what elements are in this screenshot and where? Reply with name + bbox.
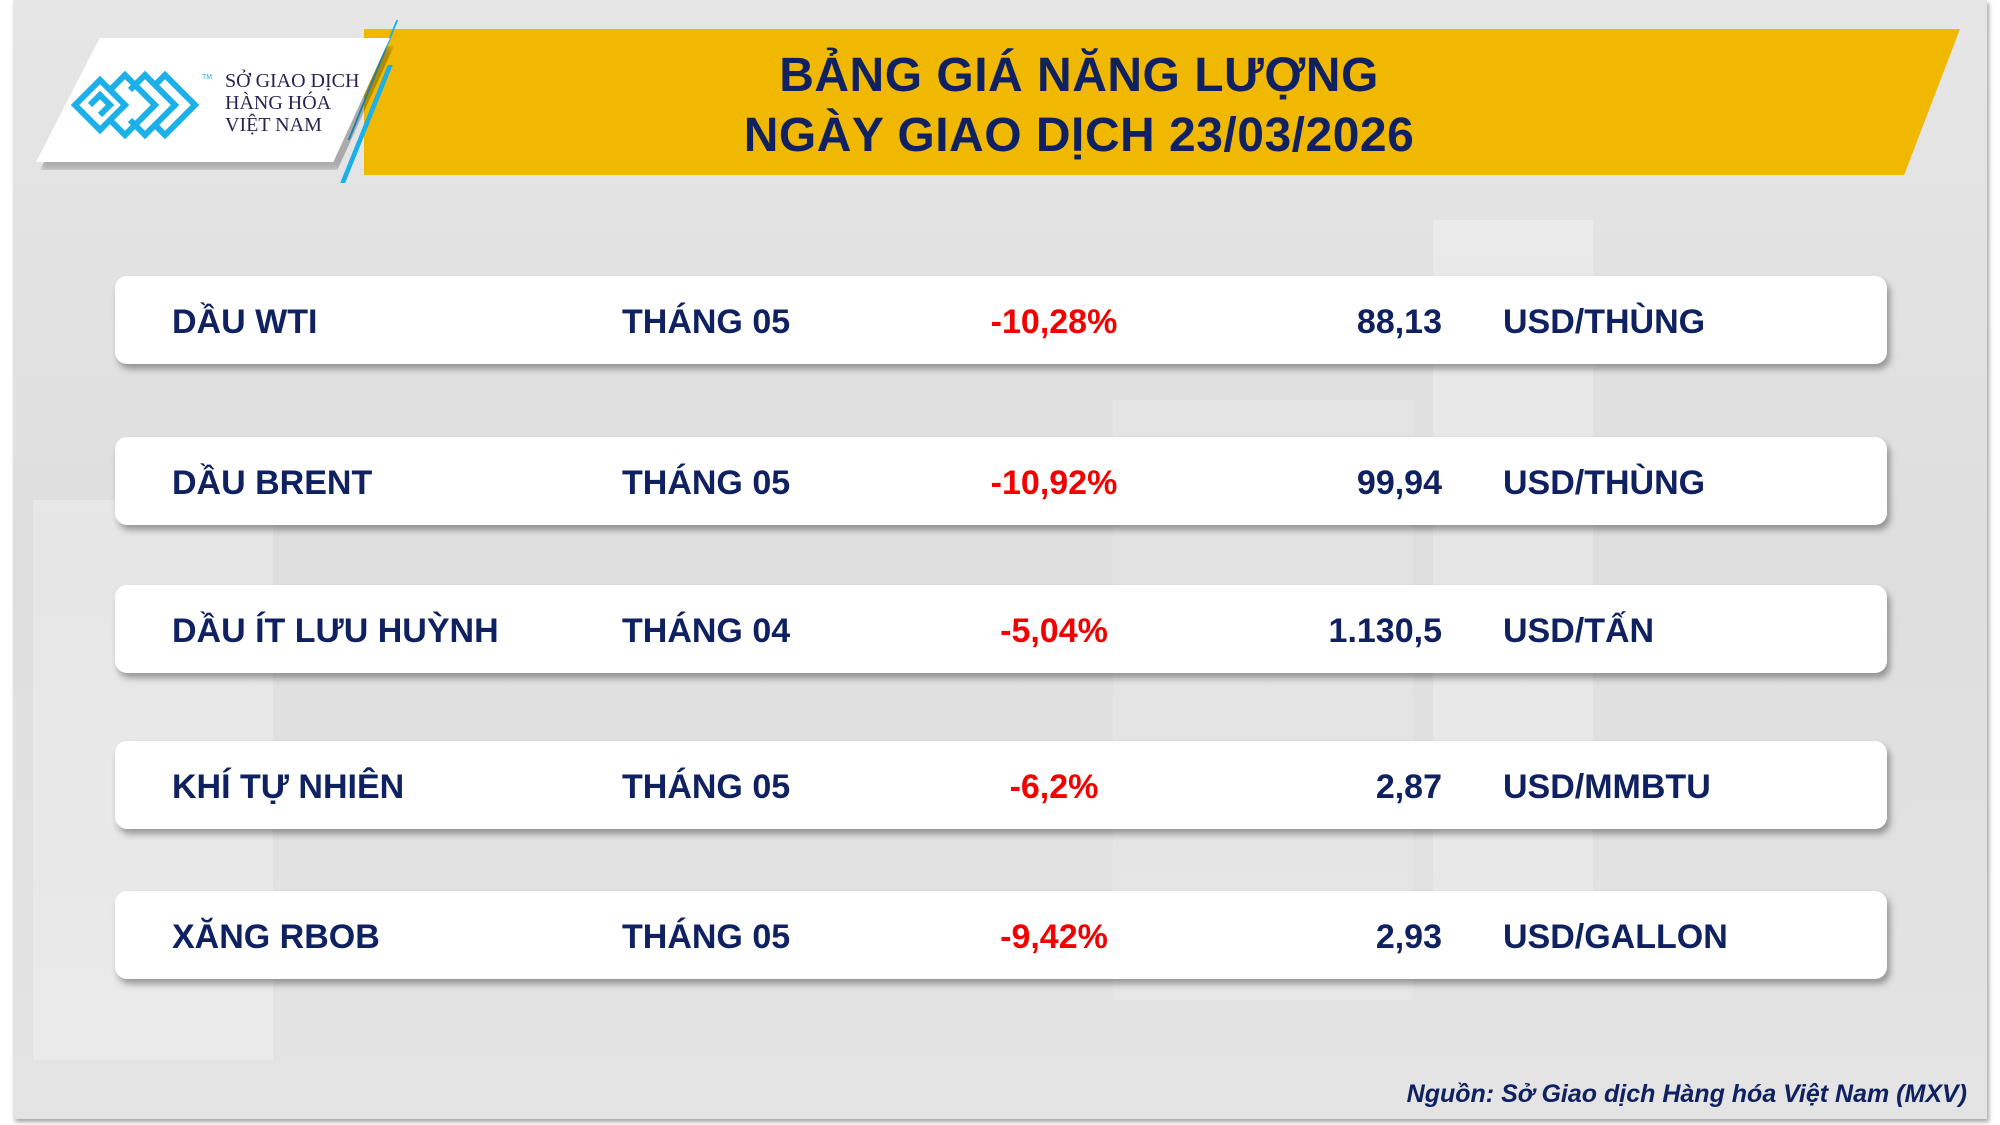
change-percent: -10,92% (990, 464, 1118, 502)
table-row: DẦU WTI THÁNG 05 -10,28% 88,13 USD/THÙNG (115, 276, 1887, 364)
logo-line2: HÀNG HÓA (225, 92, 332, 114)
table-row: DẦU ÍT LƯU HUỲNH THÁNG 04 -5,04% 1.130,5… (115, 585, 1887, 673)
page-subtitle-date: NGÀY GIAO DỊCH 23/03/2026 (743, 109, 1415, 162)
title-banner (364, 29, 1960, 175)
logo-text: SỞ GIAO DỊCH HÀNG HÓA VIỆT NAM (225, 70, 359, 136)
price: 2,93 (1375, 918, 1442, 956)
commodity-name: DẦU ÍT LƯU HUỲNH (172, 612, 499, 650)
commodity-name: XĂNG RBOB (172, 918, 380, 956)
change-percent: -6,2% (1009, 768, 1099, 806)
contract-month: THÁNG 05 (622, 303, 791, 341)
price: 88,13 (1356, 303, 1442, 341)
source-note: Nguồn: Sở Giao dịch Hàng hóa Việt Nam (M… (1406, 1080, 1967, 1108)
logo-line3: VIỆT NAM (225, 114, 322, 136)
unit: USD/THÙNG (1503, 303, 1706, 341)
table-row: DẦU BRENT THÁNG 05 -10,92% 99,94 USD/THÙ… (115, 437, 1887, 525)
trademark-mark: TM (202, 74, 213, 81)
logo-line1: SỞ GIAO DỊCH (225, 70, 360, 92)
commodity-name: DẦU WTI (172, 303, 318, 341)
contract-month: THÁNG 05 (622, 768, 791, 806)
unit: USD/GALLON (1503, 918, 1728, 956)
change-percent: -5,04% (1000, 612, 1108, 650)
unit: USD/THÙNG (1503, 464, 1706, 502)
change-percent: -10,28% (990, 303, 1118, 341)
mxv-logo-icon (70, 70, 200, 140)
table-row: XĂNG RBOB THÁNG 05 -9,42% 2,93 USD/GALLO… (115, 891, 1887, 979)
commodity-name: KHÍ TỰ NHIÊN (172, 768, 405, 806)
contract-month: THÁNG 05 (622, 918, 791, 956)
unit: USD/MMBTU (1503, 768, 1711, 806)
table-row: KHÍ TỰ NHIÊN THÁNG 05 -6,2% 2,87 USD/MMB… (115, 741, 1887, 829)
change-percent: -9,42% (1000, 918, 1108, 956)
contract-month: THÁNG 04 (622, 612, 791, 650)
page-title: BẢNG GIÁ NĂNG LƯỢNG (779, 49, 1379, 102)
contract-month: THÁNG 05 (622, 464, 791, 502)
commodity-name: DẦU BRENT (172, 464, 373, 502)
price: 1.130,5 (1328, 612, 1442, 650)
price: 2,87 (1375, 768, 1442, 806)
unit: USD/TẤN (1503, 612, 1655, 650)
price: 99,94 (1356, 464, 1442, 502)
